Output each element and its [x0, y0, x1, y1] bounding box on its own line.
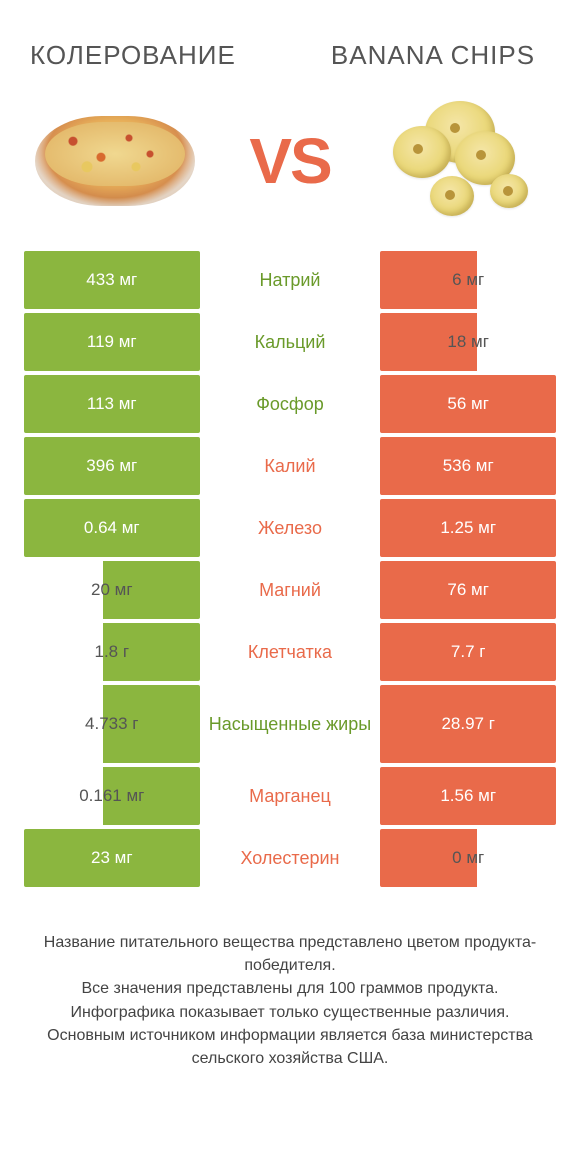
table-row: 433 мг Натрий 6 мг [24, 251, 556, 309]
value-left: 20 мг [24, 561, 200, 619]
value-left: 1.8 г [24, 623, 200, 681]
nutrient-name: Кальций [200, 313, 381, 371]
nutrient-name: Магний [200, 561, 381, 619]
nutrient-name: Фосфор [200, 375, 381, 433]
value-left-text: 4.733 г [85, 714, 138, 734]
table-row: 119 мг Кальций 18 мг [24, 313, 556, 371]
value-right: 1.25 мг [380, 499, 556, 557]
value-right: 536 мг [380, 437, 556, 495]
value-right-text: 1.56 мг [440, 786, 496, 806]
value-right-text: 6 мг [452, 270, 484, 290]
food-image-right [380, 101, 550, 221]
value-right: 18 мг [380, 313, 556, 371]
food-image-left [30, 101, 200, 221]
nutrient-name: Насыщенные жиры [200, 685, 381, 763]
value-left-text: 396 мг [86, 456, 137, 476]
footer-line: Все значения представлены для 100 граммо… [30, 977, 550, 1000]
footer-line: Инфографика показывает только существенн… [30, 1001, 550, 1024]
value-right-text: 18 мг [447, 332, 489, 352]
banana-chips-icon [385, 96, 545, 226]
nutrient-name: Железо [200, 499, 381, 557]
value-right-text: 28.97 г [441, 714, 494, 734]
images-row: VS [0, 91, 580, 251]
value-left: 0.161 мг [24, 767, 200, 825]
value-left: 113 мг [24, 375, 200, 433]
value-right-text: 0 мг [452, 848, 484, 868]
footer-notes: Название питательного вещества представл… [0, 891, 580, 1070]
value-right-text: 76 мг [447, 580, 489, 600]
value-right: 56 мг [380, 375, 556, 433]
value-left-text: 0.161 мг [79, 786, 144, 806]
table-row: 20 мг Магний 76 мг [24, 561, 556, 619]
table-row: 23 мг Холестерин 0 мг [24, 829, 556, 887]
value-right-text: 536 мг [443, 456, 494, 476]
value-left-text: 119 мг [87, 332, 137, 352]
value-left-text: 433 мг [86, 270, 137, 290]
value-left-text: 0.64 мг [84, 518, 140, 538]
table-row: 1.8 г Клетчатка 7.7 г [24, 623, 556, 681]
footer-line: Основным источником информации является … [30, 1024, 550, 1070]
value-right: 28.97 г [380, 685, 556, 763]
value-right: 0 мг [380, 829, 556, 887]
vs-label: VS [249, 124, 330, 198]
value-left: 396 мг [24, 437, 200, 495]
table-row: 0.64 мг Железо 1.25 мг [24, 499, 556, 557]
nutrient-name: Холестерин [200, 829, 381, 887]
nutrient-name: Натрий [200, 251, 381, 309]
table-row: 396 мг Калий 536 мг [24, 437, 556, 495]
value-right-text: 56 мг [447, 394, 489, 414]
value-left: 23 мг [24, 829, 200, 887]
value-right-text: 7.7 г [451, 642, 486, 662]
value-left-text: 20 мг [91, 580, 133, 600]
table-row: 0.161 мг Марганец 1.56 мг [24, 767, 556, 825]
value-right: 7.7 г [380, 623, 556, 681]
value-left-text: 23 мг [91, 848, 133, 868]
table-row: 113 мг Фосфор 56 мг [24, 375, 556, 433]
value-left: 4.733 г [24, 685, 200, 763]
value-right: 76 мг [380, 561, 556, 619]
footer-line: Название питательного вещества представл… [30, 931, 550, 977]
value-right-text: 1.25 мг [440, 518, 496, 538]
value-left: 433 мг [24, 251, 200, 309]
value-right: 6 мг [380, 251, 556, 309]
value-left: 119 мг [24, 313, 200, 371]
nutrient-name: Марганец [200, 767, 381, 825]
value-right: 1.56 мг [380, 767, 556, 825]
nutrient-name: Калий [200, 437, 381, 495]
nutrient-name: Клетчатка [200, 623, 381, 681]
value-left: 0.64 мг [24, 499, 200, 557]
title-right: BANANA CHIPS [316, 41, 550, 70]
value-left-text: 1.8 г [94, 642, 129, 662]
title-left: КОЛЕРОВАНИЕ [30, 40, 264, 71]
value-left-text: 113 мг [87, 394, 137, 414]
nutrition-table: 433 мг Натрий 6 мг 119 мг Кальций 18 мг 113 мг… [0, 251, 580, 887]
casserole-icon [35, 116, 195, 206]
header: КОЛЕРОВАНИЕ BANANA CHIPS [0, 0, 580, 91]
table-row: 4.733 г Насыщенные жиры 28.97 г [24, 685, 556, 763]
